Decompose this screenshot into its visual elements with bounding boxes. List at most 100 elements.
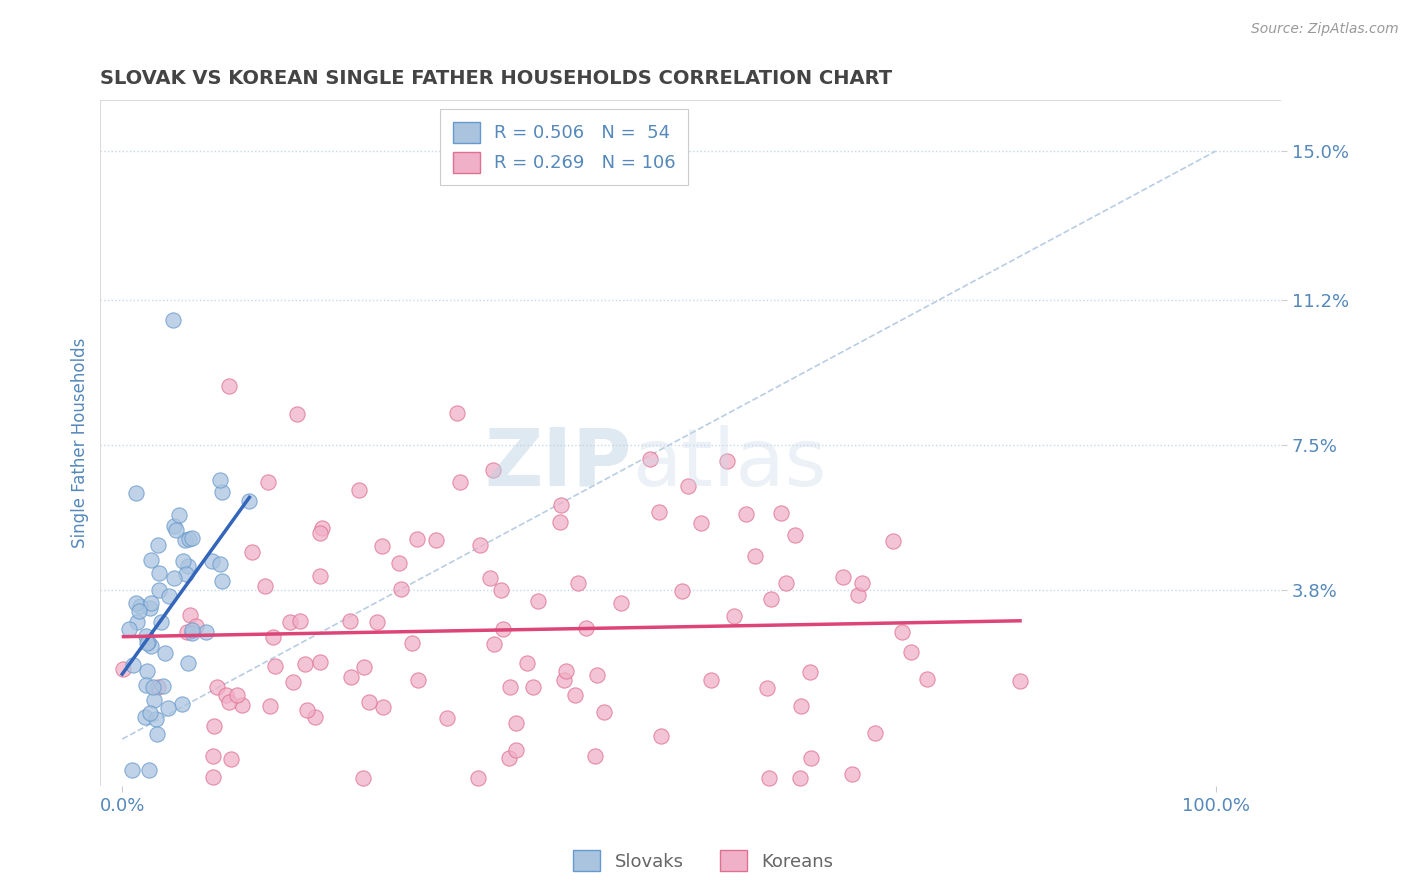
Point [174, 566, 197, 581]
Point [257, 475, 280, 489]
Point [648, 505, 671, 519]
Point [339, 670, 361, 684]
Point [756, 681, 779, 695]
Point [181, 623, 204, 637]
Text: atlas: atlas [631, 425, 827, 503]
Point [163, 571, 186, 585]
Point [172, 697, 194, 711]
Point [882, 534, 904, 549]
Point [555, 665, 578, 679]
Point [900, 644, 922, 658]
Point [467, 772, 489, 786]
Point [285, 407, 308, 421]
Point [177, 558, 200, 573]
Point [308, 526, 330, 541]
Point [174, 533, 197, 548]
Point [278, 615, 301, 629]
Point [226, 688, 249, 702]
Point [146, 727, 169, 741]
Point [231, 698, 253, 713]
Point [1010, 673, 1032, 688]
Point [202, 719, 225, 733]
Point [262, 630, 284, 644]
Point [152, 679, 174, 693]
Point [181, 625, 204, 640]
Point [758, 772, 780, 786]
Point [583, 749, 606, 764]
Point [401, 636, 423, 650]
Point [498, 751, 520, 765]
Point [129, 599, 152, 613]
Point [146, 680, 169, 694]
Point [136, 664, 159, 678]
Point [339, 614, 361, 628]
Point [917, 672, 939, 686]
Point [564, 688, 586, 702]
Point [218, 379, 240, 393]
Point [162, 313, 184, 327]
Point [309, 655, 332, 669]
Point [141, 596, 163, 610]
Point [526, 594, 548, 608]
Point [863, 725, 886, 739]
Point [156, 700, 179, 714]
Point [169, 508, 191, 522]
Point [208, 558, 231, 572]
Point [671, 584, 693, 599]
Text: SLOVAK VS KOREAN SINGLE FATHER HOUSEHOLDS CORRELATION CHART: SLOVAK VS KOREAN SINGLE FATHER HOUSEHOLD… [100, 69, 893, 87]
Point [678, 479, 700, 493]
Point [148, 566, 170, 581]
Point [388, 556, 411, 570]
Point [219, 752, 242, 766]
Point [136, 635, 159, 649]
Point [723, 608, 745, 623]
Point [574, 621, 596, 635]
Point [371, 539, 394, 553]
Point [567, 576, 589, 591]
Point [148, 538, 170, 552]
Point [309, 569, 332, 583]
Point [800, 750, 823, 764]
Point [124, 596, 146, 610]
Point [492, 622, 515, 636]
Point [449, 475, 471, 490]
Point [516, 657, 538, 671]
Point [254, 579, 277, 593]
Point [468, 538, 491, 552]
Point [177, 532, 200, 546]
Point [177, 656, 200, 670]
Point [180, 531, 202, 545]
Point [851, 575, 873, 590]
Point [304, 710, 326, 724]
Point [761, 591, 783, 606]
Point [505, 715, 527, 730]
Point [179, 607, 201, 622]
Point [172, 554, 194, 568]
Point [610, 596, 633, 610]
Point [201, 749, 224, 764]
Point [145, 712, 167, 726]
Text: ZIP: ZIP [485, 425, 631, 503]
Point [347, 483, 370, 497]
Point [211, 574, 233, 588]
Point [263, 659, 285, 673]
Y-axis label: Single Father Households: Single Father Households [72, 338, 89, 549]
Point [176, 625, 198, 640]
Point [479, 571, 502, 585]
Point [373, 700, 395, 714]
Point [482, 637, 505, 651]
Point [831, 570, 853, 584]
Point [389, 582, 412, 596]
Point [208, 473, 231, 487]
Point [790, 698, 813, 713]
Point [283, 674, 305, 689]
Point [163, 519, 186, 533]
Text: Source: ZipAtlas.com: Source: ZipAtlas.com [1251, 22, 1399, 37]
Point [201, 770, 224, 784]
Point [150, 615, 173, 629]
Point [406, 673, 429, 687]
Point [128, 604, 150, 618]
Legend: Slovaks, Koreans: Slovaks, Koreans [565, 843, 841, 879]
Point [550, 515, 572, 529]
Point [770, 506, 793, 520]
